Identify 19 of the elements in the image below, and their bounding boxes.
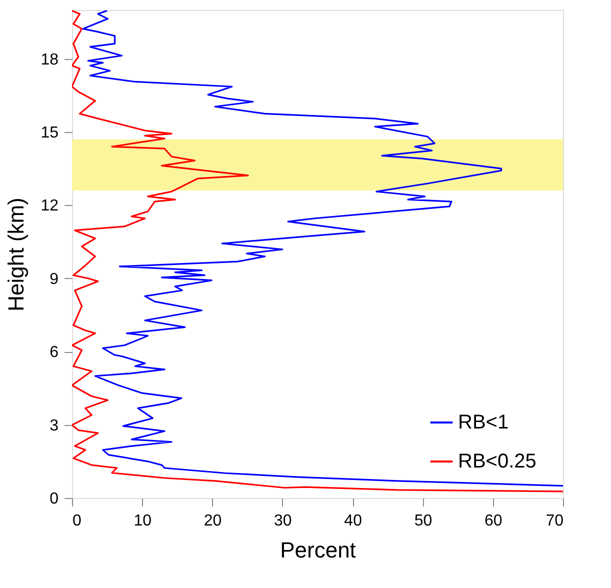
- x-tick-label: 30: [274, 512, 292, 530]
- x-tick-label: 40: [344, 512, 362, 530]
- x-tick-label: 60: [484, 512, 502, 530]
- legend-label: RB<1: [458, 412, 509, 434]
- x-axis-title: Percent: [280, 538, 356, 562]
- y-axis-title: Height (km): [4, 198, 29, 312]
- y-tick-label: 18: [40, 51, 59, 68]
- x-tick-label: 0: [72, 512, 82, 530]
- x-tick-label: 20: [204, 512, 222, 530]
- y-tick-label: 6: [50, 344, 59, 362]
- y-tick-label: 0: [50, 490, 59, 508]
- x-tick-label: 10: [134, 512, 152, 530]
- y-tick-label: 12: [40, 198, 59, 215]
- y-tick-label: 15: [40, 124, 59, 142]
- legend-label: RB<0.25: [458, 450, 536, 472]
- x-tick-label: 70: [546, 512, 564, 530]
- x-tick-label: 50: [414, 512, 432, 530]
- y-tick-label: 3: [50, 417, 59, 434]
- y-tick-label: 9: [50, 270, 59, 288]
